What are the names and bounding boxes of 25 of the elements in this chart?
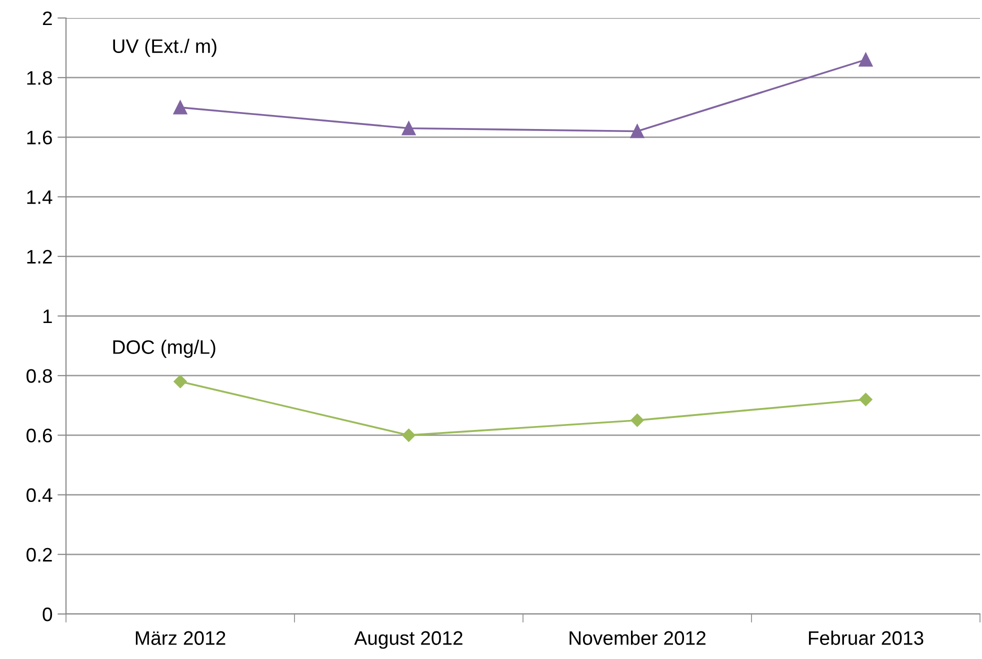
y-tick-label: 1.4 bbox=[27, 190, 52, 204]
y-tick-label: 0.2 bbox=[26, 548, 52, 562]
y-tick-label: 1.6 bbox=[27, 130, 52, 144]
point bbox=[174, 374, 187, 388]
point bbox=[173, 100, 188, 114]
y-tick-label: 0 bbox=[42, 607, 52, 622]
point bbox=[630, 124, 644, 138]
x-tick-label: August 2012 bbox=[354, 631, 462, 649]
y-tick-label: 2 bbox=[42, 11, 52, 26]
y-tick-label: 1.8 bbox=[27, 71, 52, 85]
series-label: DOC (mg/L) bbox=[113, 340, 216, 358]
x-tick-label: Februar 2013 bbox=[808, 630, 924, 645]
point bbox=[402, 121, 416, 136]
y-tick-label: 1 bbox=[43, 310, 52, 324]
y-tick-label: 0.6 bbox=[26, 428, 52, 442]
x-tick-label: März 2012 bbox=[136, 631, 226, 645]
point bbox=[859, 392, 872, 406]
point bbox=[402, 428, 416, 442]
y-tick-label: 0.8 bbox=[26, 369, 52, 383]
text: UV (Ext./ m) bbox=[113, 38, 216, 57]
y-tick-label: 1.2 bbox=[27, 250, 52, 264]
point bbox=[630, 414, 644, 427]
y-tick-label: 0.4 bbox=[26, 488, 52, 502]
x-tick-label: November 2012 bbox=[570, 630, 706, 645]
point bbox=[858, 52, 873, 67]
